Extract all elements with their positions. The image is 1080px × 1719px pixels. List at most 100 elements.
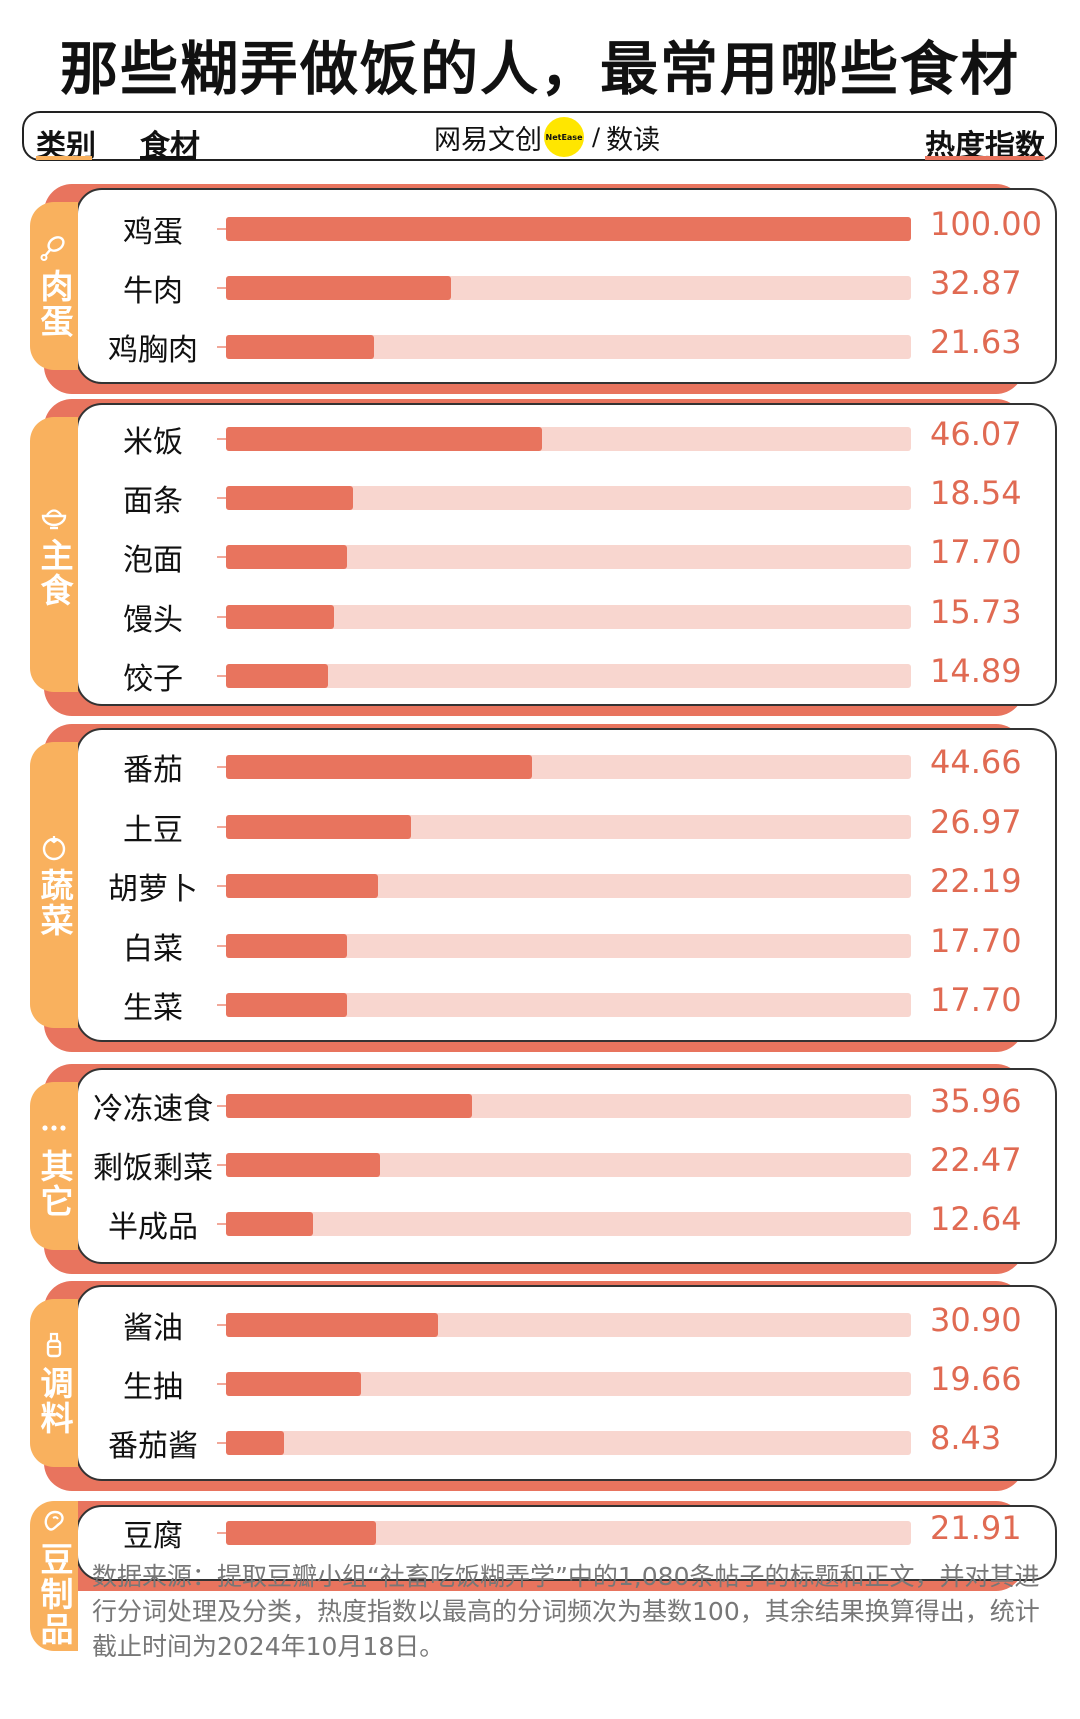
bar-tick [217, 1223, 226, 1225]
bar-label: 剩饭剩菜 [93, 1151, 213, 1186]
data-source-note: 数据来源：提取豆瓣小组“社畜吃饭糊弄学”中的1,080条帖子的标题和正文，并对其… [92, 1562, 1040, 1661]
bar-row: 牛肉 32.87 [76, 264, 1057, 309]
bar-value: 17.70 [930, 981, 1022, 1019]
bar-value: 15.73 [930, 593, 1022, 631]
bar [226, 276, 452, 300]
bar [226, 993, 348, 1017]
bar-row: 鸡胸肉 21.63 [76, 323, 1057, 368]
bar-value: 30.90 [930, 1301, 1022, 1339]
bar-tick [217, 1442, 226, 1444]
bar [226, 755, 532, 779]
bar-tick [217, 766, 226, 768]
bar-label: 番茄酱 [108, 1429, 198, 1464]
bar [226, 486, 353, 510]
bar-value: 19.66 [930, 1360, 1022, 1398]
bar-label: 米饭 [123, 425, 183, 460]
bar-tick [217, 826, 226, 828]
bar-tick [217, 885, 226, 887]
bar-value: 21.63 [930, 323, 1022, 361]
bar-row: 面条 18.54 [76, 474, 1057, 519]
brand-dot: NetEase [544, 117, 584, 157]
brand-name: 网易文创 [434, 124, 542, 156]
bar-tick [217, 1532, 226, 1534]
group-tab: 主食 [30, 417, 78, 692]
bar [226, 605, 334, 629]
ingredient-underline [140, 156, 196, 160]
bar-label: 鸡蛋 [123, 215, 183, 250]
bar-tick [217, 945, 226, 947]
bar-row: 鸡蛋 100.00 [76, 205, 1057, 250]
group-label: 调料 [35, 1366, 74, 1436]
bar-track [226, 664, 911, 688]
group-label: 主食 [35, 537, 74, 608]
bar-row: 番茄酱 8.43 [76, 1419, 1057, 1464]
bar-value: 35.96 [930, 1082, 1022, 1120]
bar-value: 8.43 [930, 1419, 1002, 1457]
category-underline [36, 156, 92, 160]
bar-row: 冷冻速食 35.96 [76, 1082, 1057, 1127]
bar-track [226, 1313, 911, 1337]
bar-track [226, 545, 911, 569]
bar [226, 815, 411, 839]
bar [226, 664, 328, 688]
page-title: 那些糊弄做饭的人，最常用哪些食材 [59, 35, 1020, 103]
bar [226, 874, 378, 898]
bar-label: 面条 [123, 484, 183, 519]
bar-label: 番茄 [123, 753, 183, 788]
bar-tick [217, 1324, 226, 1326]
bar-tick [217, 1004, 226, 1006]
bar-value: 22.19 [930, 862, 1022, 900]
bar-value: 14.89 [930, 652, 1022, 690]
bar-label: 鸡胸肉 [108, 333, 198, 368]
bar-label: 牛肉 [123, 274, 183, 309]
rice-bowl-icon [39, 502, 69, 532]
tomato-icon [39, 832, 69, 862]
bar-value: 17.70 [930, 922, 1022, 960]
bar-row: 番茄 44.66 [76, 743, 1057, 788]
bar-track [226, 217, 911, 241]
bar-label: 生抽 [123, 1370, 183, 1405]
bar-tick [217, 228, 226, 230]
bar-tick [217, 556, 226, 558]
bar-label: 饺子 [123, 662, 183, 697]
bar-tick [217, 675, 226, 677]
bar-label: 冷冻速食 [93, 1092, 213, 1127]
bar [226, 545, 348, 569]
bar-track [226, 993, 911, 1017]
bar-track [226, 1431, 911, 1455]
bar [226, 1372, 361, 1396]
bar-tick [217, 1105, 226, 1107]
bar [226, 934, 348, 958]
bar-value: 46.07 [930, 415, 1022, 453]
bar-label: 胡萝卜 [108, 872, 198, 907]
group-tab: 蔬菜 [30, 742, 78, 1028]
group-label: 蔬菜 [35, 868, 74, 938]
group-tab: 其它 [30, 1082, 78, 1250]
bar-label: 生菜 [123, 991, 183, 1026]
group-label: 其它 [35, 1149, 74, 1219]
bar-track [226, 276, 911, 300]
bar-label: 白菜 [123, 932, 183, 967]
bar-tick [217, 1383, 226, 1385]
bar-label: 土豆 [123, 813, 183, 848]
bar [226, 1431, 284, 1455]
bar-track [226, 605, 911, 629]
bar-row: 土豆 26.97 [76, 803, 1057, 848]
bar-row: 剩饭剩菜 22.47 [76, 1141, 1057, 1186]
bar [226, 1212, 313, 1236]
bar-track [226, 815, 911, 839]
bar-row: 泡面 17.70 [76, 533, 1057, 578]
bar-label: 馒头 [123, 603, 183, 638]
bar-row: 饺子 14.89 [76, 652, 1057, 697]
bar [226, 217, 911, 241]
bar [226, 1521, 377, 1545]
bar-row: 生菜 17.70 [76, 981, 1057, 1026]
bar-label: 豆腐 [123, 1519, 183, 1554]
bar-value: 32.87 [930, 264, 1022, 302]
bar-track [226, 486, 911, 510]
group-tab: 豆制品 [30, 1501, 78, 1651]
group-label: 肉蛋 [35, 269, 74, 339]
bar [226, 1094, 473, 1118]
index-underline [925, 156, 1045, 160]
brand-logo: 网易文创 NetEase / 数读 [434, 117, 660, 157]
